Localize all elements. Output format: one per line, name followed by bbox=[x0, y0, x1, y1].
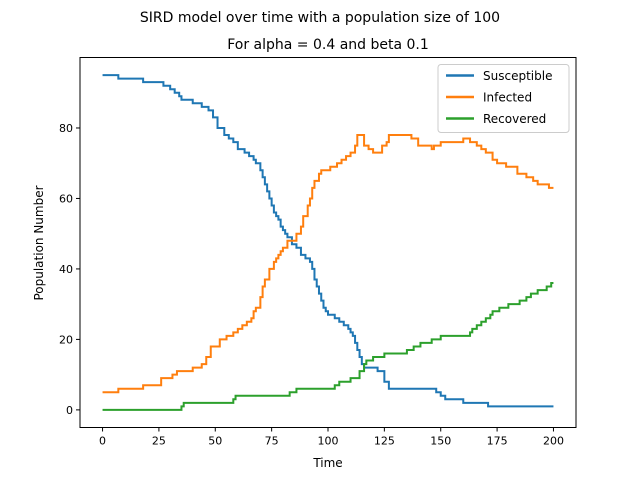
y-tick-label: 40 bbox=[59, 263, 73, 276]
x-axis: 0 25 50 75 100 125 150 175 200 bbox=[99, 427, 564, 448]
legend-label-recovered: Recovered bbox=[483, 112, 546, 126]
x-tick-label: 0 bbox=[99, 435, 106, 448]
plot-area bbox=[102, 74, 554, 411]
x-tick-label: 75 bbox=[265, 435, 279, 448]
y-tick-label: 20 bbox=[59, 333, 73, 346]
y-axis: 0 20 40 60 80 bbox=[59, 122, 80, 417]
x-tick-label: 175 bbox=[487, 435, 508, 448]
y-tick-label: 0 bbox=[66, 404, 73, 417]
x-tick-label: 25 bbox=[152, 435, 166, 448]
series-line-susceptible bbox=[102, 74, 554, 408]
x-tick-label: 50 bbox=[208, 435, 222, 448]
x-tick-label: 150 bbox=[430, 435, 451, 448]
y-tick-label: 60 bbox=[59, 192, 73, 205]
series-line-infected bbox=[102, 134, 554, 394]
legend-label-infected: Infected bbox=[483, 91, 532, 105]
legend: Susceptible Infected Recovered bbox=[437, 64, 570, 133]
x-tick-label: 100 bbox=[318, 435, 339, 448]
legend-label-susceptible: Susceptible bbox=[483, 69, 552, 83]
chart-title: SIRD model over time with a population s… bbox=[140, 10, 500, 26]
series-line-recovered bbox=[102, 282, 554, 411]
x-tick-label: 200 bbox=[543, 435, 564, 448]
y-tick-label: 80 bbox=[59, 122, 73, 135]
legend-box bbox=[437, 64, 570, 133]
y-axis-label: Population Number bbox=[32, 185, 46, 300]
chart-subtitle: For alpha = 0.4 and beta 0.1 bbox=[227, 37, 429, 53]
x-tick-label: 125 bbox=[374, 435, 395, 448]
x-axis-label: Time bbox=[312, 456, 342, 470]
